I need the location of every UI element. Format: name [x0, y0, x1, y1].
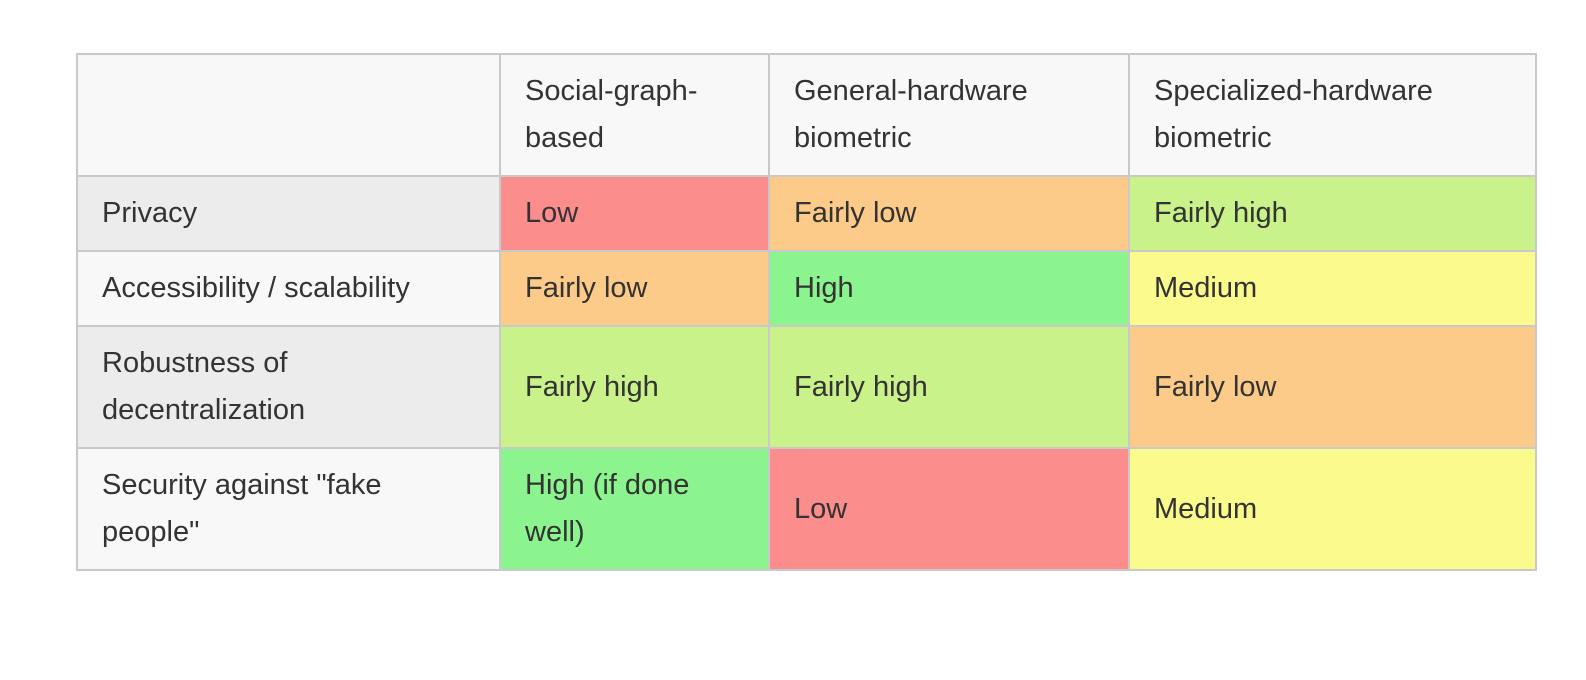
rating-cell: Fairly high — [1128, 175, 1537, 252]
rating-cell: Low — [499, 175, 770, 252]
table-row-robustness-of-decentralization: Robustness of decentralization Fairly hi… — [76, 325, 1537, 449]
table-row-security-against-fake-people: Security against "fake people" High (if … — [76, 447, 1537, 571]
rating-cell: High (if done well) — [499, 447, 770, 571]
row-label-robustness-of-decentralization: Robustness of decentralization — [76, 325, 501, 449]
row-label-accessibility-scalability: Accessibility / scalability — [76, 250, 501, 327]
row-label-privacy: Privacy — [76, 175, 501, 252]
table-row-accessibility-scalability: Accessibility / scalability Fairly low H… — [76, 250, 1537, 327]
rating-cell: Fairly low — [499, 250, 770, 327]
rating-cell: Medium — [1128, 250, 1537, 327]
table-row-privacy: Privacy Low Fairly low Fairly high — [76, 175, 1537, 252]
column-header-social-graph-based: Social-graph-based — [499, 53, 770, 177]
header-row: Social-graph-based General-hardware biom… — [76, 53, 1537, 177]
rating-cell: Fairly high — [499, 325, 770, 449]
rating-cell: Fairly low — [768, 175, 1130, 252]
rating-cell: Low — [768, 447, 1130, 571]
column-header-specialized-hardware-biometric: Specialized-hardware biometric — [1128, 53, 1537, 177]
rating-cell: High — [768, 250, 1130, 327]
rating-cell: Fairly low — [1128, 325, 1537, 449]
comparison-table: Social-graph-based General-hardware biom… — [76, 53, 1537, 571]
rating-cell: Medium — [1128, 447, 1537, 571]
rating-cell: Fairly high — [768, 325, 1130, 449]
column-header-general-hardware-biometric: General-hardware biometric — [768, 53, 1130, 177]
corner-cell — [76, 53, 501, 177]
row-label-security-against-fake-people: Security against "fake people" — [76, 447, 501, 571]
